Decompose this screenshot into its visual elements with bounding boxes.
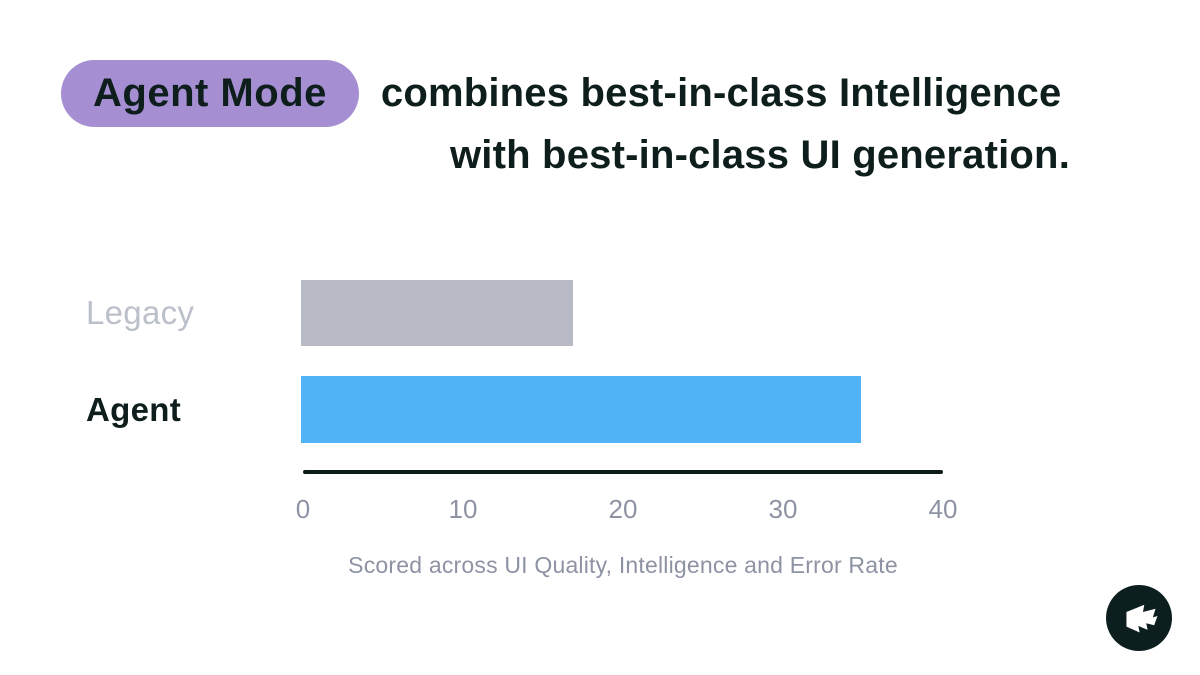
chart-caption: Scored across UI Quality, Intelligence a…: [348, 552, 898, 578]
category-label-agent: Agent: [86, 391, 181, 428]
bar-agent: [301, 376, 861, 443]
magicpatterns-flag-logo-icon: [1106, 585, 1172, 651]
x-axis-line: [303, 470, 943, 474]
headline-line-1: combines best-in-class Intelligence: [380, 71, 1062, 115]
x-axis-ticks: 0 10 20 30 40: [296, 494, 958, 524]
x-tick-40: 40: [928, 494, 958, 524]
category-label-legacy: Legacy: [86, 294, 195, 331]
x-tick-30: 30: [768, 494, 798, 524]
agent-mode-badge: Agent Mode: [61, 60, 359, 127]
headline-line-2: with best-in-class UI generation.: [449, 133, 1071, 177]
headline-row-2: with best-in-class UI generation.: [400, 133, 1120, 178]
x-tick-10: 10: [448, 494, 478, 524]
bar-legacy: [301, 280, 573, 346]
x-tick-0: 0: [295, 494, 311, 524]
headline-row-1: Agent Mode combines best-in-class Intell…: [61, 60, 1061, 127]
x-tick-20: 20: [608, 494, 638, 524]
